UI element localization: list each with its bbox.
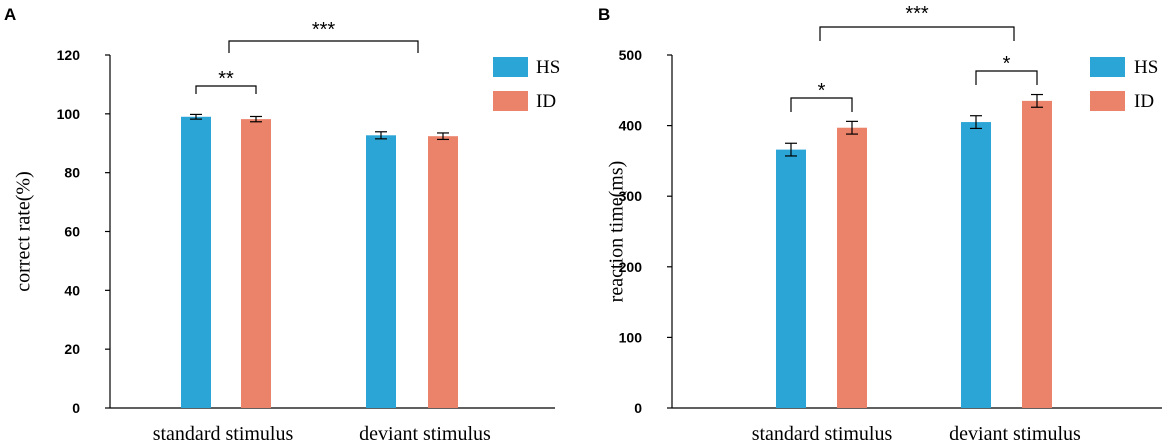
bar-id-deviant [428, 136, 458, 408]
error-bar [375, 131, 387, 140]
y-tick-label: 0 [634, 400, 642, 416]
significance-bracket: * [790, 80, 853, 112]
legend-swatch-id [1090, 91, 1125, 111]
significance-label: *** [905, 3, 929, 25]
significance-label: * [818, 80, 826, 102]
y-tick-label: 20 [64, 341, 80, 357]
legend-label-hs: HS [536, 57, 560, 78]
y-tick-label: 60 [64, 224, 80, 240]
y-tick-label: 40 [64, 282, 80, 298]
error-bar [1031, 93, 1043, 108]
bar-id-standard [837, 127, 867, 408]
error-bar [785, 142, 797, 157]
error-bar [437, 132, 449, 141]
chart-panel-a: A 0 20 40 60 80 100 120 correct rate(%) standard … [4, 5, 560, 445]
x-category-label: deviant stimulus [359, 423, 491, 445]
x-category-label: standard stimulus [752, 423, 893, 445]
bar-hs-deviant [366, 135, 396, 408]
legend-swatch-hs [1090, 57, 1125, 77]
error-bar [846, 120, 858, 135]
bar-hs-deviant [961, 122, 991, 408]
significance-label: ** [218, 68, 234, 90]
y-tick-label: 200 [619, 259, 643, 275]
panel-letter: A [4, 5, 16, 24]
panel-letter: B [598, 5, 610, 24]
y-tick-label: 300 [619, 188, 643, 204]
chart-panel-b: B 0 100 200 300 400 500 reaction time(ms) standa… [598, 3, 1162, 445]
legend-label-id: ID [1134, 91, 1154, 112]
bar-id-standard [241, 119, 271, 409]
y-axis-title: reaction time(ms) [606, 161, 628, 303]
bar-id-deviant [1022, 100, 1052, 408]
bar-hs-standard [776, 149, 806, 408]
error-bar [970, 115, 982, 130]
x-category-label: standard stimulus [153, 423, 294, 445]
legend-swatch-id [493, 91, 528, 111]
y-tick-label: 0 [72, 400, 80, 416]
y-tick-label: 100 [57, 106, 81, 122]
y-axis-title: correct rate(%) [13, 171, 35, 291]
significance-bracket-group: *** [819, 3, 1015, 41]
legend-label-hs: HS [1134, 57, 1158, 78]
y-tick-label: 500 [619, 47, 643, 63]
y-tick-label: 400 [619, 118, 643, 134]
error-bar [250, 115, 262, 123]
significance-bracket: * [975, 53, 1038, 85]
bar-hs-standard [181, 116, 211, 409]
error-bar [190, 113, 202, 120]
x-category-label: deviant stimulus [949, 423, 1081, 445]
legend-swatch-hs [493, 57, 528, 77]
significance-bracket: ** [195, 68, 257, 94]
significance-bracket-group: *** [228, 19, 419, 53]
y-tick-label: 100 [619, 329, 643, 345]
legend-label-id: ID [536, 91, 556, 112]
significance-label: *** [312, 19, 336, 41]
y-tick-label: 120 [57, 47, 81, 63]
significance-label: * [1003, 53, 1011, 75]
y-tick-label: 80 [64, 165, 80, 181]
